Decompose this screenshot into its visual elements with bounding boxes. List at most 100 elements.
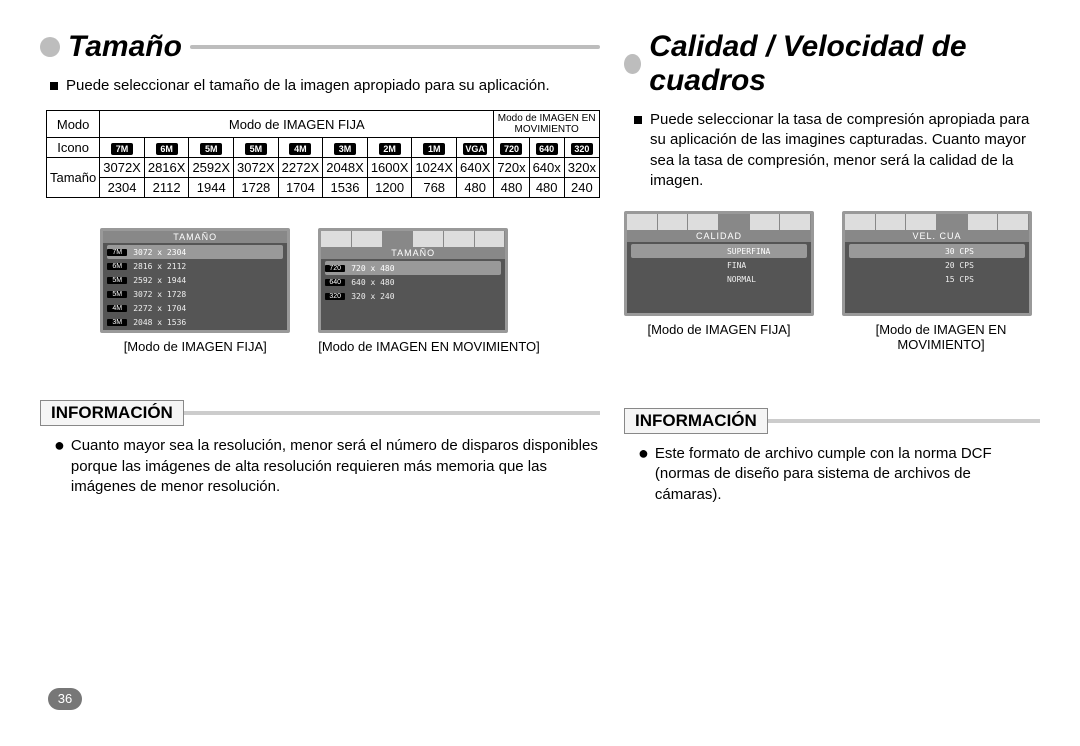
menu-row-value: 2272 x 1704 [133, 304, 186, 313]
size-cell: 1536 [323, 178, 368, 198]
th-icono: Icono [47, 138, 100, 158]
size-icon: 6M [156, 143, 178, 155]
menu-row: 3M 2048 x 1536 [107, 315, 283, 329]
menu-title: VEL. CUA [845, 230, 1029, 242]
page-number: 36 [48, 688, 82, 710]
info-text: Cuanto mayor sea la resolución, menor se… [71, 436, 600, 497]
menu-row-value: NORMAL [727, 275, 777, 284]
menu-row-value: 20 CPS [945, 261, 995, 270]
size-cell: 1600X [367, 158, 412, 178]
size-cell: 1728 [234, 178, 279, 198]
menu-title: TAMAÑO [103, 231, 287, 243]
right-heading: Calidad / Velocidad de cuadros [624, 30, 1040, 98]
size-cell: 2816X [144, 158, 189, 178]
info-text: Este formato de archivo cumple con la no… [655, 444, 1040, 505]
size-cell: 2592X [189, 158, 234, 178]
bullet-icon: ● [54, 436, 65, 497]
size-cell: 640x [529, 158, 564, 178]
camera-menu-still: TAMAÑO 7M3072 x 23046M2816 x 21125M2592 … [100, 228, 290, 333]
menu-row-tag: 5M [107, 277, 127, 284]
size-cell: 1704 [278, 178, 323, 198]
size-icon: 720 [500, 143, 522, 155]
heading-line [190, 45, 600, 49]
menu-row-value: 720 x 480 [351, 264, 394, 273]
size-icon: 1M [423, 143, 445, 155]
quality-menu-block: CALIDAD SUPERFINAFINANORMAL [Modo de IMA… [624, 211, 814, 352]
menu-row: NORMAL [631, 272, 807, 286]
left-info: INFORMACIÓN ● Cuanto mayor sea la resolu… [40, 400, 600, 497]
menu-row: 6M 2816 x 2112 [107, 259, 283, 273]
size-cell: 640X [457, 158, 494, 178]
size-cell: 720x [494, 158, 529, 178]
size-cell: 3072X [100, 158, 145, 178]
menu-row-tag: 3M [107, 319, 127, 326]
size-cell: 2048X [323, 158, 368, 178]
square-bullet-icon [634, 116, 642, 124]
size-icon: 2M [379, 143, 401, 155]
size-icon: 640 [536, 143, 558, 155]
menu-row-tag: 320 [325, 293, 345, 300]
size-cell: 2272X [278, 158, 323, 178]
menu-row: 4M2272 x 1704 [107, 301, 283, 315]
size-cell: 1944 [189, 178, 234, 198]
menu-caption: [Modo de IMAGEN EN MOVIMIENTO] [318, 339, 540, 354]
left-column: Tamaño Puede seleccionar el tamaño de la… [40, 30, 600, 505]
menu-title: CALIDAD [627, 230, 811, 242]
info-title: INFORMACIÓN [624, 408, 768, 434]
heading-dot [40, 37, 60, 57]
menu-row-tag: 6M [107, 263, 127, 270]
menu-row: 5M 2592 x 1944 [107, 273, 283, 287]
heading-text: Calidad / Velocidad de cuadros [649, 30, 1032, 98]
info-title: INFORMACIÓN [40, 400, 184, 426]
menu-row-value: 2816 x 2112 [133, 262, 186, 271]
size-cell: 480 [494, 178, 529, 198]
menu-row-tag: 640 [325, 279, 345, 286]
menu-row-value: 3072 x 2304 [133, 248, 186, 257]
menu-row: 720 720 x 480 [325, 261, 501, 275]
menu-caption: [Modo de IMAGEN FIJA] [624, 322, 814, 337]
size-cell: 1024X [412, 158, 457, 178]
movie-menu-block: TAMAÑO 720 720 x 480 640 640 x 480 320 320 x … [318, 228, 540, 354]
size-cell: 2304 [100, 178, 145, 198]
size-icon: 5M [245, 143, 267, 155]
intro-text: Puede seleccionar el tamaño de la imagen… [66, 76, 550, 96]
size-cell: 320x [564, 158, 599, 178]
size-icon: 320 [571, 143, 593, 155]
th-tamano: Tamaño [47, 158, 100, 198]
menu-row-value: 320 x 240 [351, 292, 394, 301]
size-cell: 3072X [234, 158, 279, 178]
bullet-icon: ● [638, 444, 649, 505]
still-menu-block: TAMAÑO 7M3072 x 23046M2816 x 21125M2592 … [100, 228, 290, 354]
size-icon: 7M [111, 143, 133, 155]
menu-row-tag: 720 [325, 265, 345, 272]
square-bullet-icon [50, 82, 58, 90]
menu-row: 5M3072 x 1728 [107, 287, 283, 301]
th-modo: Modo [47, 111, 100, 138]
camera-menu-fps: VEL. CUA 30 CPS20 CPS15 CPS [842, 211, 1032, 316]
menu-title: TAMAÑO [321, 247, 505, 259]
menu-row-value: 3072 x 1728 [133, 290, 186, 299]
menu-row-value: 640 x 480 [351, 278, 394, 287]
menu-row-value: 2592 x 1944 [133, 276, 186, 285]
menu-row: 20 CPS [849, 258, 1025, 272]
right-info: INFORMACIÓN ● Este formato de archivo cu… [624, 408, 1040, 505]
size-icon: 3M [334, 143, 356, 155]
menu-row: SUPERFINA [631, 244, 807, 258]
left-heading: Tamaño [40, 30, 600, 64]
th-movie: Modo de IMAGEN EN MOVIMIENTO [494, 111, 600, 138]
camera-menu-movie: TAMAÑO 720 720 x 480 640 640 x 480 320 320 x … [318, 228, 508, 333]
size-icon: 5M [200, 143, 222, 155]
fps-menu-block: VEL. CUA 30 CPS20 CPS15 CPS [Modo de IMA… [842, 211, 1040, 352]
size-icon: VGA [463, 143, 487, 155]
size-cell: 1200 [367, 178, 412, 198]
heading-dot [624, 54, 641, 74]
menu-caption: [Modo de IMAGEN EN MOVIMIENTO] [842, 322, 1040, 352]
menu-row-value: SUPERFINA [727, 247, 777, 256]
left-intro: Puede seleccionar el tamaño de la imagen… [50, 76, 600, 96]
th-still: Modo de IMAGEN FIJA [100, 111, 494, 138]
size-cell: 768 [412, 178, 457, 198]
right-column: Calidad / Velocidad de cuadros Puede sel… [624, 30, 1040, 505]
size-cell: 240 [564, 178, 599, 198]
menu-row-value: 2048 x 1536 [133, 318, 186, 327]
size-icon: 4M [289, 143, 311, 155]
